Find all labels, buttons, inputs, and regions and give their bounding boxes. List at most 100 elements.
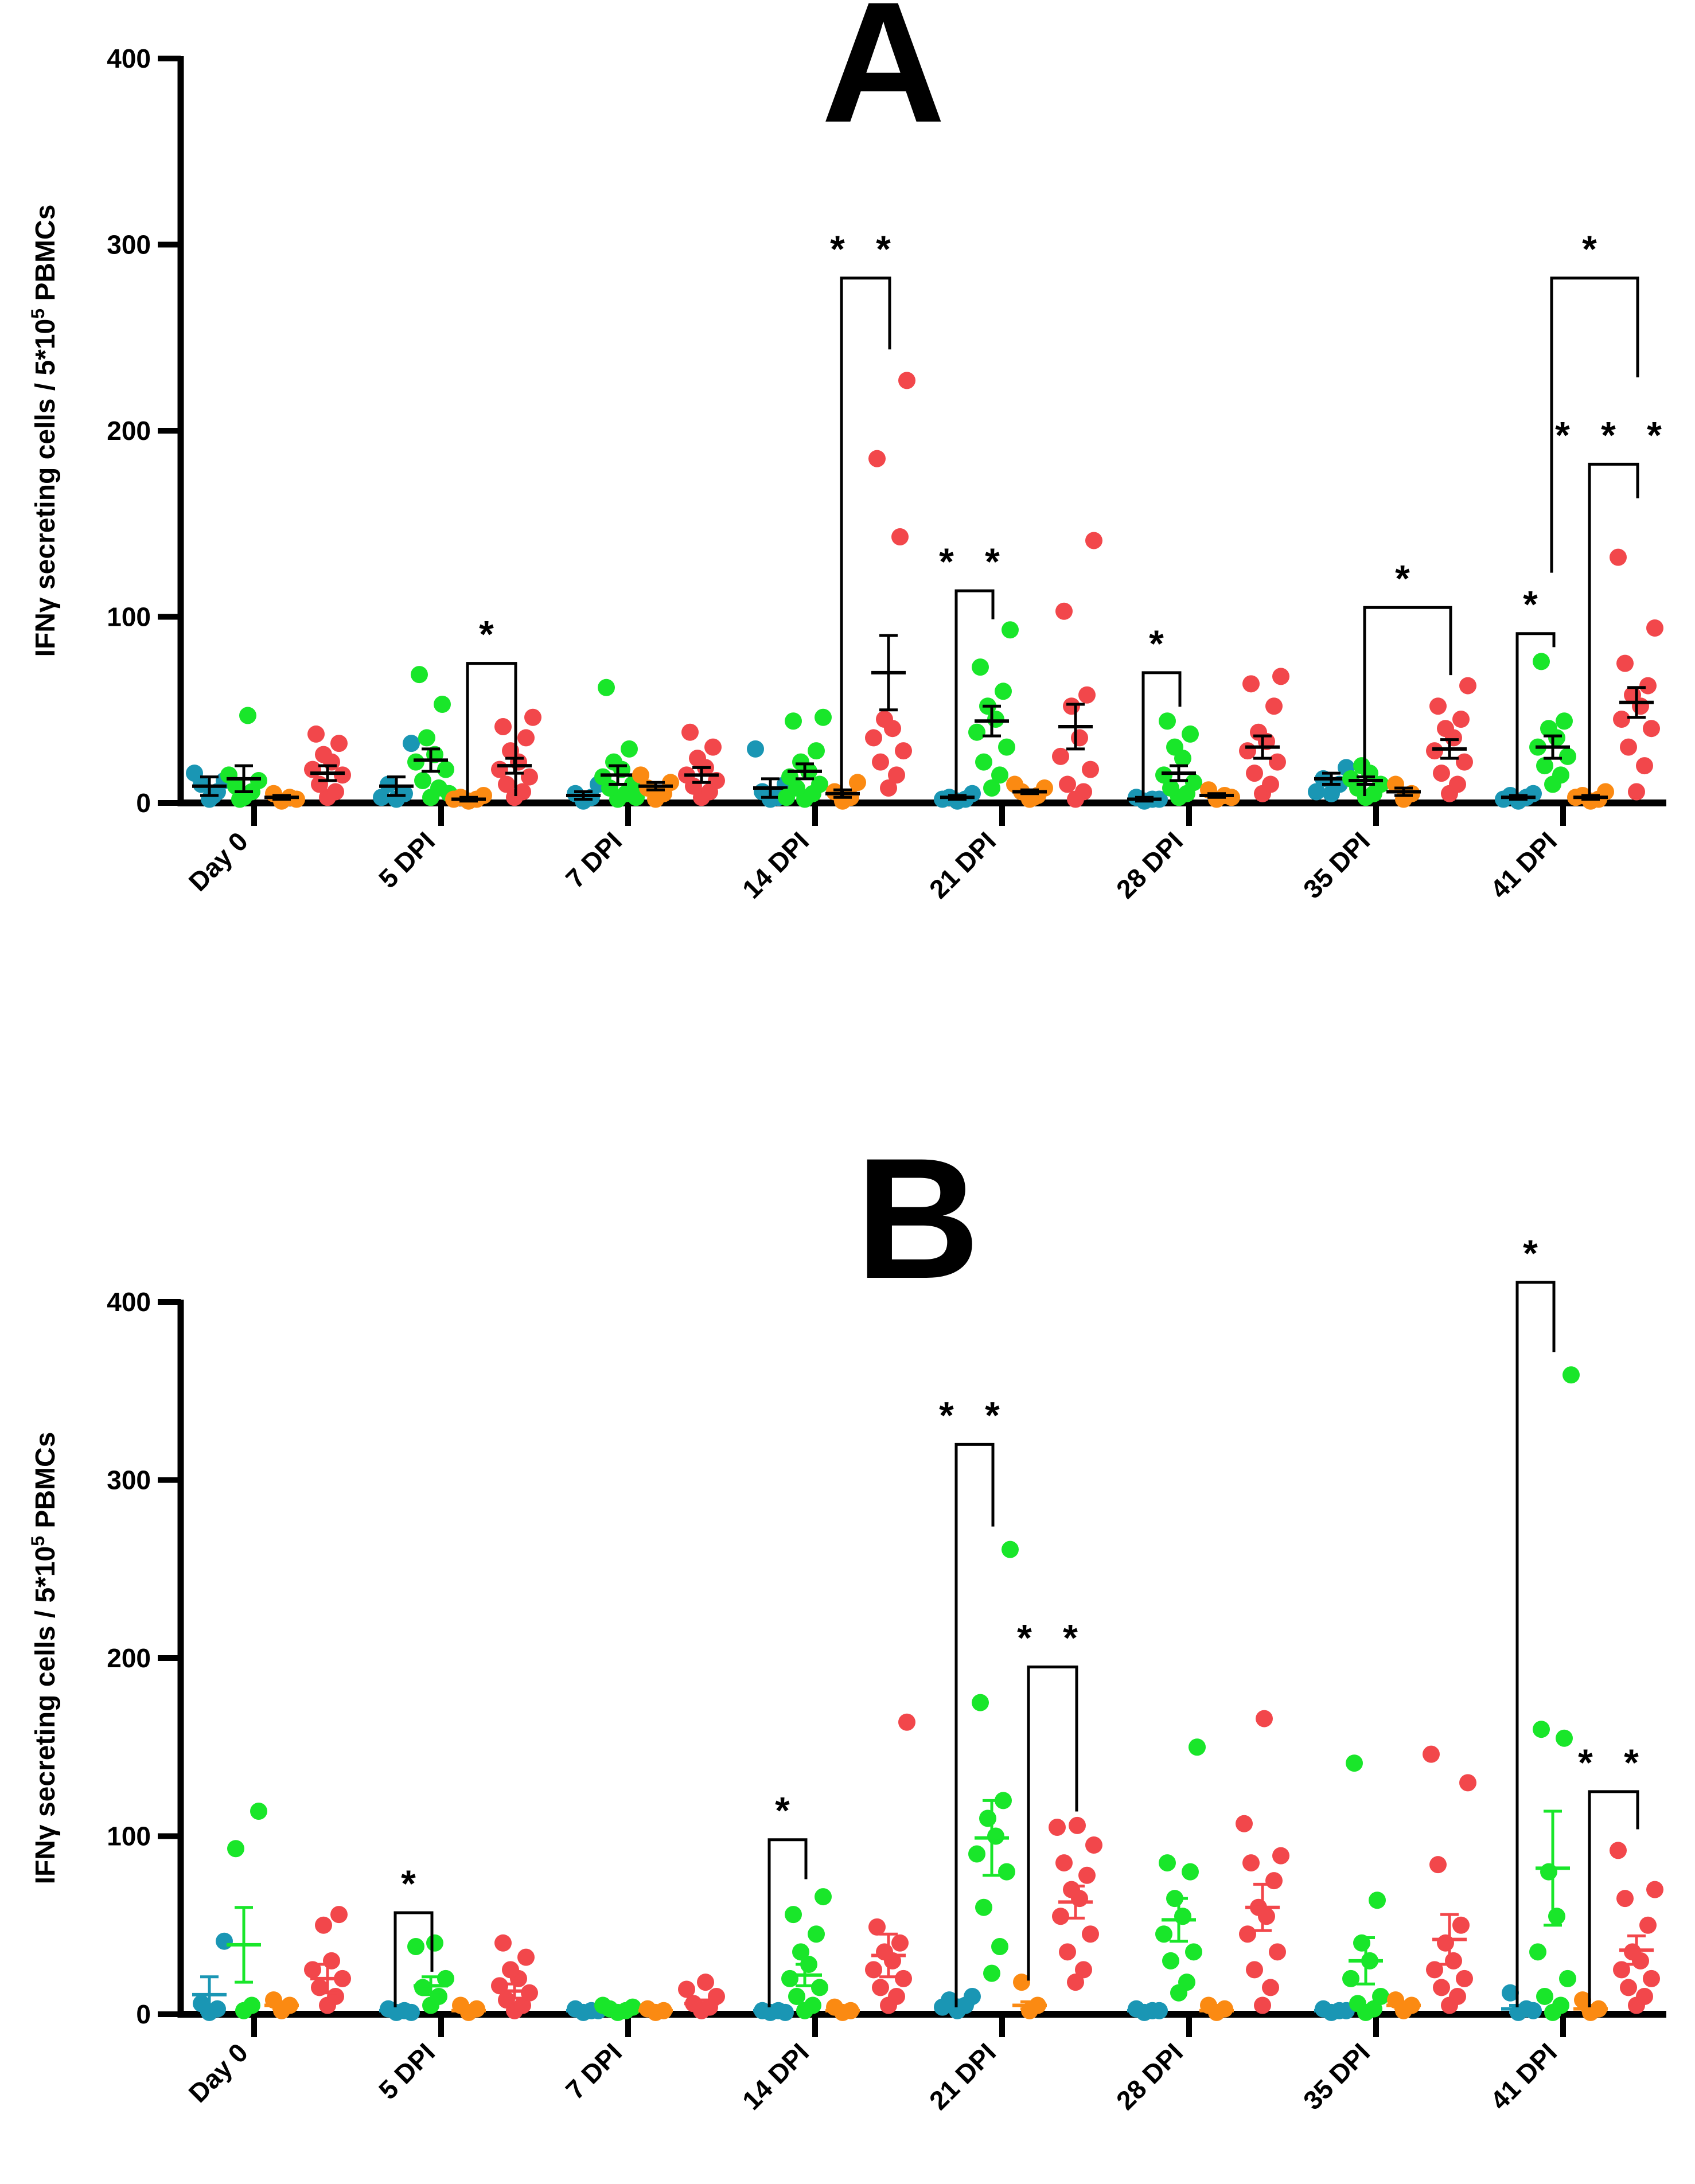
- data-point: [1082, 1925, 1099, 1943]
- data-point: [186, 765, 203, 782]
- data-point: [1189, 1738, 1206, 1756]
- y-tick-label: 0: [136, 788, 151, 818]
- data-point: [1574, 1991, 1591, 2009]
- data-point: [880, 779, 897, 797]
- data-point: [1246, 765, 1263, 782]
- data-point: [785, 1906, 802, 1924]
- data-point: [1269, 1943, 1286, 1961]
- data-point: [1085, 1836, 1102, 1854]
- chart-panel-a: A IFNγ secreting cells / 5*105 PBMCs 0 100 2…: [28, 0, 1672, 904]
- data-point: [1269, 753, 1286, 771]
- series-1: [186, 735, 1542, 810]
- data-point: [1002, 621, 1019, 639]
- data-point: [1346, 1754, 1363, 1772]
- data-point: [231, 790, 248, 808]
- x-category-label: 41 DPI: [1484, 2037, 1562, 2115]
- data-point: [1426, 742, 1443, 760]
- significance-label: *: [775, 1789, 800, 1832]
- data-point: [1002, 1540, 1019, 1558]
- data-point: [898, 1713, 915, 1731]
- data-point: [407, 753, 424, 771]
- data-point: [403, 2003, 420, 2021]
- data-point: [434, 696, 451, 713]
- data-point: [418, 729, 435, 747]
- x-category-label: 5 DPI: [373, 2037, 441, 2105]
- data-point: [865, 729, 882, 747]
- y-axis-title: IFNγ secreting cells / 5*105 PBMCs: [28, 205, 61, 657]
- data-point: [1369, 1891, 1386, 1909]
- significance-label: *: [1395, 557, 1420, 599]
- series-4: [304, 1710, 1663, 2019]
- data-point: [991, 766, 1008, 784]
- data-point: [1620, 738, 1637, 756]
- data-point: [220, 766, 237, 784]
- data-point: [227, 1840, 244, 1858]
- significance-label: * * *: [1555, 414, 1672, 456]
- data-point: [891, 528, 909, 545]
- data-point: [1185, 774, 1202, 791]
- data-point: [808, 1925, 825, 1943]
- data-point: [964, 1987, 981, 2005]
- data-point: [1052, 1908, 1069, 1925]
- data-point: [373, 789, 390, 806]
- data-point: [1063, 697, 1080, 715]
- data-point: [315, 746, 332, 763]
- data-point: [304, 1961, 321, 1979]
- y-tick-label: 300: [107, 1465, 151, 1495]
- data-point: [704, 738, 722, 756]
- data-point: [330, 735, 348, 752]
- data-point: [1540, 720, 1557, 738]
- data-point: [1525, 2002, 1542, 2019]
- data-point: [1185, 1943, 1202, 1961]
- data-point: [498, 1991, 515, 2009]
- data-point: [991, 1938, 1008, 1956]
- data-point: [1049, 1818, 1066, 1836]
- data-point: [1559, 1969, 1576, 1987]
- data-point: [934, 790, 951, 808]
- data-point: [517, 1948, 535, 1966]
- series-4: [304, 372, 1663, 808]
- data-point: [1628, 783, 1645, 801]
- y-tick-label: 400: [107, 44, 151, 73]
- significance-bracket: [767, 1838, 808, 2007]
- data-point: [1236, 1815, 1253, 1832]
- significance-bracket: [1027, 1666, 1078, 1981]
- data-point: [868, 450, 886, 467]
- data-point: [872, 1979, 889, 1996]
- data-point: [1533, 1721, 1550, 1738]
- x-category-label: 7 DPI: [560, 2037, 628, 2105]
- data-point: [1250, 723, 1267, 741]
- panel-letter: A: [821, 0, 946, 158]
- data-point: [1069, 1816, 1086, 1834]
- y-axis-title-text: IFNγ secreting cells / 5*10: [30, 1546, 61, 1885]
- data-point: [1071, 729, 1088, 747]
- data-point: [1540, 1863, 1557, 1881]
- data-point: [1433, 765, 1450, 782]
- data-point: [1452, 1916, 1470, 1934]
- data-point: [1342, 770, 1359, 787]
- x-category-label: 35 DPI: [1297, 2037, 1376, 2115]
- data-point: [1372, 1987, 1389, 2005]
- data-point: [1055, 1854, 1073, 1872]
- data-point: [1449, 775, 1466, 793]
- data-point: [250, 1803, 267, 1820]
- y-tick-label: 200: [107, 1643, 151, 1673]
- data-point: [1059, 775, 1076, 793]
- data-point: [327, 783, 344, 801]
- data-point: [1559, 747, 1576, 765]
- significance-label: * *: [1578, 1741, 1649, 1784]
- data-point: [1639, 1916, 1657, 1934]
- y-axis-title-suffix: PBMCs: [30, 1432, 61, 1536]
- data-point: [1556, 1729, 1573, 1747]
- x-category-label: 7 DPI: [560, 826, 628, 894]
- data-point: [1613, 710, 1630, 728]
- y-tick-label: 400: [107, 1287, 151, 1317]
- significance-bracket: [954, 589, 995, 796]
- data-point: [1353, 757, 1370, 775]
- data-point: [972, 658, 989, 676]
- data-point: [1342, 1969, 1359, 1987]
- series-3: [264, 766, 1614, 810]
- series-3: [264, 1974, 1608, 2021]
- data-point: [193, 1995, 210, 2013]
- data-point: [983, 779, 1000, 797]
